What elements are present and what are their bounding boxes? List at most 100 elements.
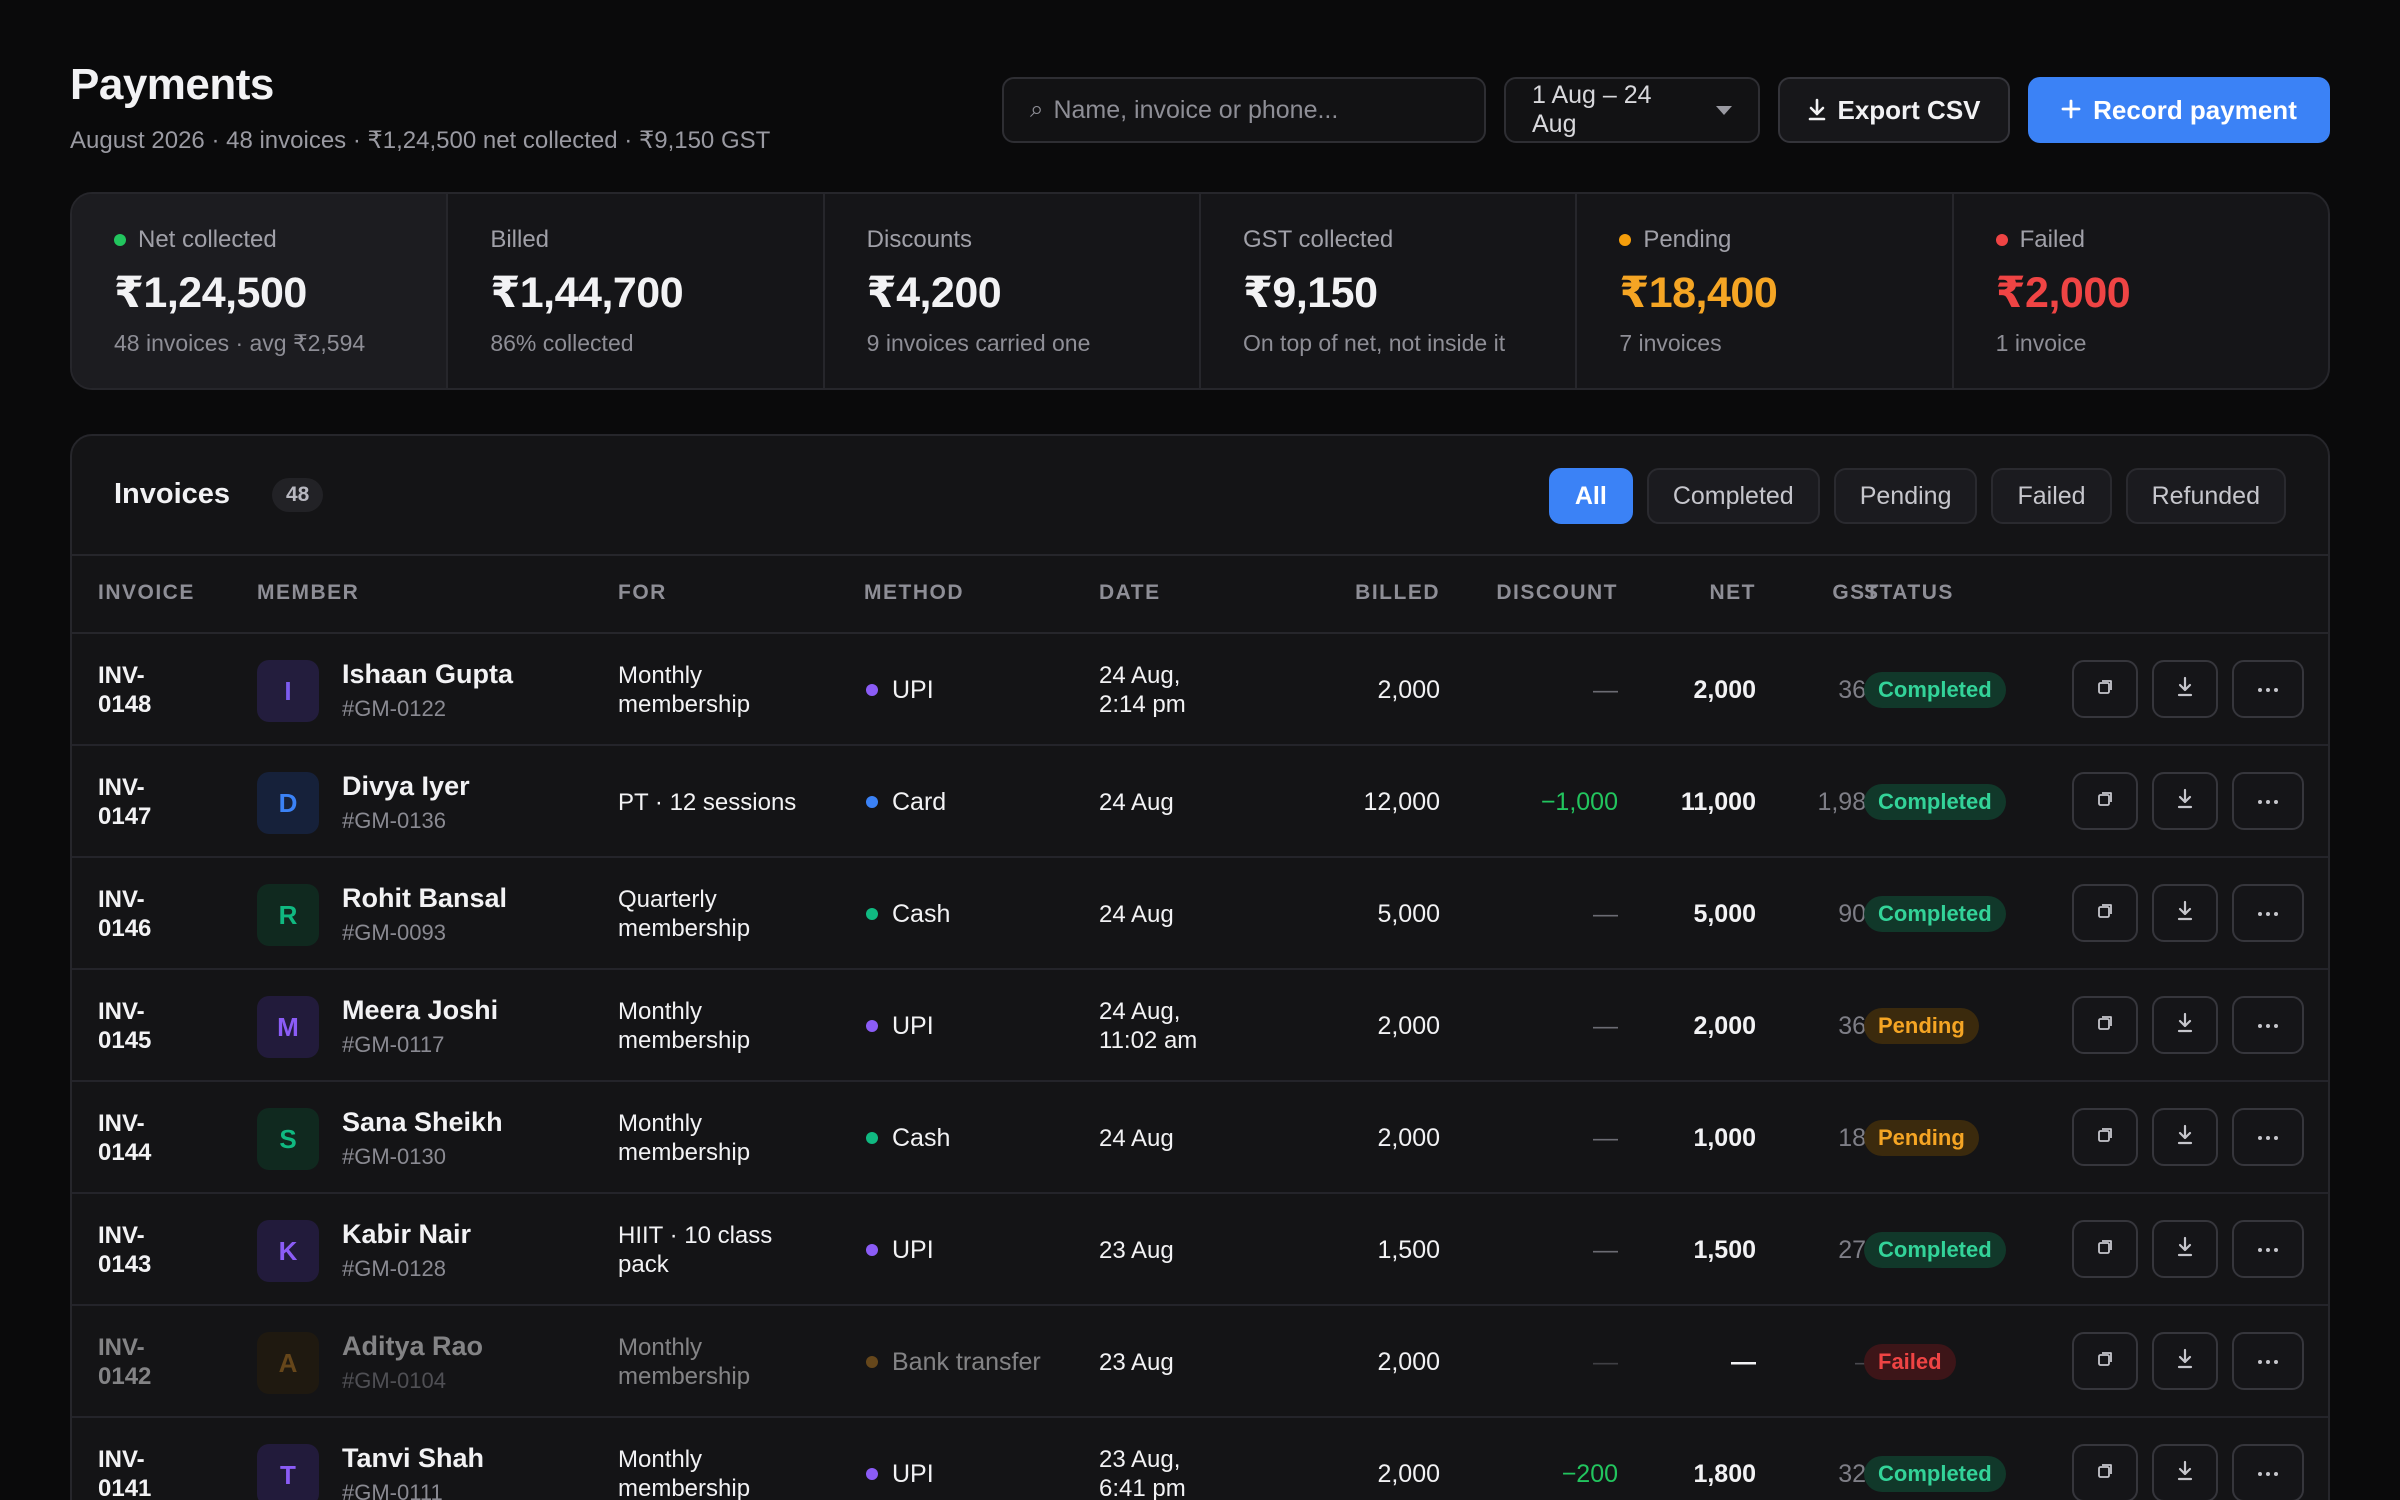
page-subtitle: August 2026 · 48 invoices · ₹1,24,500 ne… — [70, 127, 771, 154]
table-row[interactable]: INV- 0143 K Kabir Nair #GM-0128 HIIT · 10 cl… — [72, 1194, 2328, 1306]
record-payment-label: Record payment — [2093, 94, 2297, 125]
col-member[interactable]: MEMBER — [257, 581, 360, 604]
download-invoice-button[interactable] — [2152, 1332, 2218, 1390]
invoice-number[interactable]: INV- 0141 — [98, 1446, 152, 1500]
invoice-number[interactable]: INV- 0142 — [98, 1334, 152, 1390]
payment-date: 24 Aug — [1099, 900, 1174, 928]
view-receipt-button[interactable] — [2072, 1220, 2138, 1278]
col-status[interactable]: STATUS — [1864, 581, 1954, 604]
table-header: INVOICE MEMBER FOR METHOD DATE BILLED DI… — [72, 556, 2328, 634]
member-cell[interactable]: Sana Sheikh #GM-0130 — [342, 1082, 602, 1194]
discount-amount: — — [1593, 675, 1618, 704]
net-amount: 2,000 — [1693, 1011, 1756, 1040]
view-receipt-button[interactable] — [2072, 1108, 2138, 1166]
member-cell[interactable]: Aditya Rao #GM-0104 — [342, 1306, 602, 1418]
col-for[interactable]: FOR — [618, 581, 667, 604]
stat-value: ₹18,400 — [1619, 269, 1778, 317]
more-actions-button[interactable] — [2232, 1332, 2304, 1390]
payment-date: 23 Aug — [1099, 1236, 1174, 1264]
view-receipt-button[interactable] — [2072, 1444, 2138, 1500]
receipt-icon — [2096, 790, 2114, 813]
member-name: Aditya Rao — [342, 1330, 484, 1361]
net-amount: — — [1731, 1347, 1756, 1376]
download-invoice-button[interactable] — [2152, 772, 2218, 830]
more-actions-button[interactable] — [2232, 772, 2304, 830]
view-receipt-button[interactable] — [2072, 1332, 2138, 1390]
download-invoice-button[interactable] — [2152, 996, 2218, 1054]
stat-label-text: Failed — [2019, 226, 2086, 253]
member-cell[interactable]: Ishaan Gupta #GM-0122 — [342, 634, 602, 746]
member-cell[interactable]: Meera Joshi #GM-0117 — [342, 970, 602, 1082]
col-invoice[interactable]: INVOICE — [98, 581, 195, 604]
table-row[interactable]: INV- 0148 I Ishaan Gupta #GM-0122 Monthly me… — [72, 634, 2328, 746]
member-cell[interactable]: Kabir Nair #GM-0128 — [342, 1194, 602, 1306]
search-input[interactable] — [1053, 95, 1458, 125]
filter-completed[interactable]: Completed — [1646, 468, 1820, 524]
invoice-number[interactable]: INV- 0144 — [98, 1110, 152, 1166]
filter-failed[interactable]: Failed — [1991, 468, 2112, 524]
billed-amount: 2,000 — [1377, 1123, 1440, 1152]
table-row[interactable]: INV- 0141 T Tanvi Shah #GM-0111 Monthly memb… — [72, 1418, 2328, 1500]
search-box[interactable]: ⌕ — [1002, 77, 1486, 143]
invoice-number[interactable]: INV- 0147 — [98, 774, 152, 830]
filter-all[interactable]: All — [1548, 468, 1633, 524]
col-gst[interactable]: GST — [1832, 581, 1880, 604]
stat-sub: 9 invoices carried one — [866, 330, 1091, 356]
invoice-number[interactable]: INV- 0145 — [98, 998, 152, 1054]
view-receipt-button[interactable] — [2072, 996, 2138, 1054]
more-actions-button[interactable] — [2232, 884, 2304, 942]
table-row[interactable]: INV- 0145 M Meera Joshi #GM-0117 Monthly mem… — [72, 970, 2328, 1082]
payment-date: 24 Aug — [1099, 788, 1174, 816]
download-invoice-button[interactable] — [2152, 884, 2218, 942]
status-dot-icon — [1619, 234, 1632, 246]
method-dot-icon — [866, 1356, 878, 1368]
net-amount: 1,800 — [1693, 1459, 1756, 1488]
filter-refunded[interactable]: Refunded — [2125, 468, 2286, 524]
download-invoice-button[interactable] — [2152, 1220, 2218, 1278]
download-invoice-button[interactable] — [2152, 660, 2218, 718]
more-icon — [2257, 1352, 2279, 1370]
more-actions-button[interactable] — [2232, 1444, 2304, 1500]
invoice-number[interactable]: INV- 0146 — [98, 886, 152, 942]
more-actions-button[interactable] — [2232, 660, 2304, 718]
view-receipt-button[interactable] — [2072, 884, 2138, 942]
search-icon: ⌕ — [1030, 96, 1044, 123]
stat-value: ₹4,200 — [866, 269, 1002, 317]
avatar: I — [257, 660, 319, 722]
export-csv-button[interactable]: Export CSV — [1778, 77, 2010, 143]
member-cell[interactable]: Rohit Bansal #GM-0093 — [342, 858, 602, 970]
table-row[interactable]: INV- 0142 A Aditya Rao #GM-0104 Monthly memb… — [72, 1306, 2328, 1418]
table-row[interactable]: INV- 0147 D Divya Iyer #GM-0136 PT · 12 sess… — [72, 746, 2328, 858]
status-badge: Completed — [1864, 784, 2006, 820]
invoice-number[interactable]: INV- 0148 — [98, 662, 152, 718]
col-method[interactable]: METHOD — [864, 581, 964, 604]
download-invoice-button[interactable] — [2152, 1108, 2218, 1166]
view-receipt-button[interactable] — [2072, 772, 2138, 830]
more-actions-button[interactable] — [2232, 1220, 2304, 1278]
more-icon — [2257, 792, 2279, 810]
filter-pending[interactable]: Pending — [1833, 468, 1978, 524]
payment-date: 24 Aug, 2:14 pm — [1099, 662, 1186, 718]
record-payment-button[interactable]: Record payment — [2028, 77, 2330, 143]
more-icon — [2257, 1464, 2279, 1482]
table-row[interactable]: INV- 0144 S Sana Sheikh #GM-0130 Monthly mem… — [72, 1082, 2328, 1194]
member-cell[interactable]: Divya Iyer #GM-0136 — [342, 746, 602, 858]
col-discount[interactable]: DISCOUNT — [1496, 581, 1618, 604]
col-billed[interactable]: BILLED — [1355, 581, 1440, 604]
more-actions-button[interactable] — [2232, 1108, 2304, 1166]
download-icon — [2176, 1124, 2194, 1151]
more-icon — [2257, 1128, 2279, 1146]
date-range-picker[interactable]: 1 Aug – 24 Aug — [1504, 77, 1760, 143]
view-receipt-button[interactable] — [2072, 660, 2138, 718]
stat-label: Billed — [490, 226, 822, 254]
discount-amount: — — [1593, 1011, 1618, 1040]
member-cell[interactable]: Tanvi Shah #GM-0111 — [342, 1418, 602, 1500]
member-name: Divya Iyer — [342, 770, 470, 801]
col-net[interactable]: NET — [1709, 581, 1756, 604]
invoice-number[interactable]: INV- 0143 — [98, 1222, 152, 1278]
table-row[interactable]: INV- 0146 R Rohit Bansal #GM-0093 Quarterly … — [72, 858, 2328, 970]
download-invoice-button[interactable] — [2152, 1444, 2218, 1500]
stat-label: Discounts — [867, 226, 1199, 254]
col-date[interactable]: DATE — [1099, 581, 1161, 604]
more-actions-button[interactable] — [2232, 996, 2304, 1054]
